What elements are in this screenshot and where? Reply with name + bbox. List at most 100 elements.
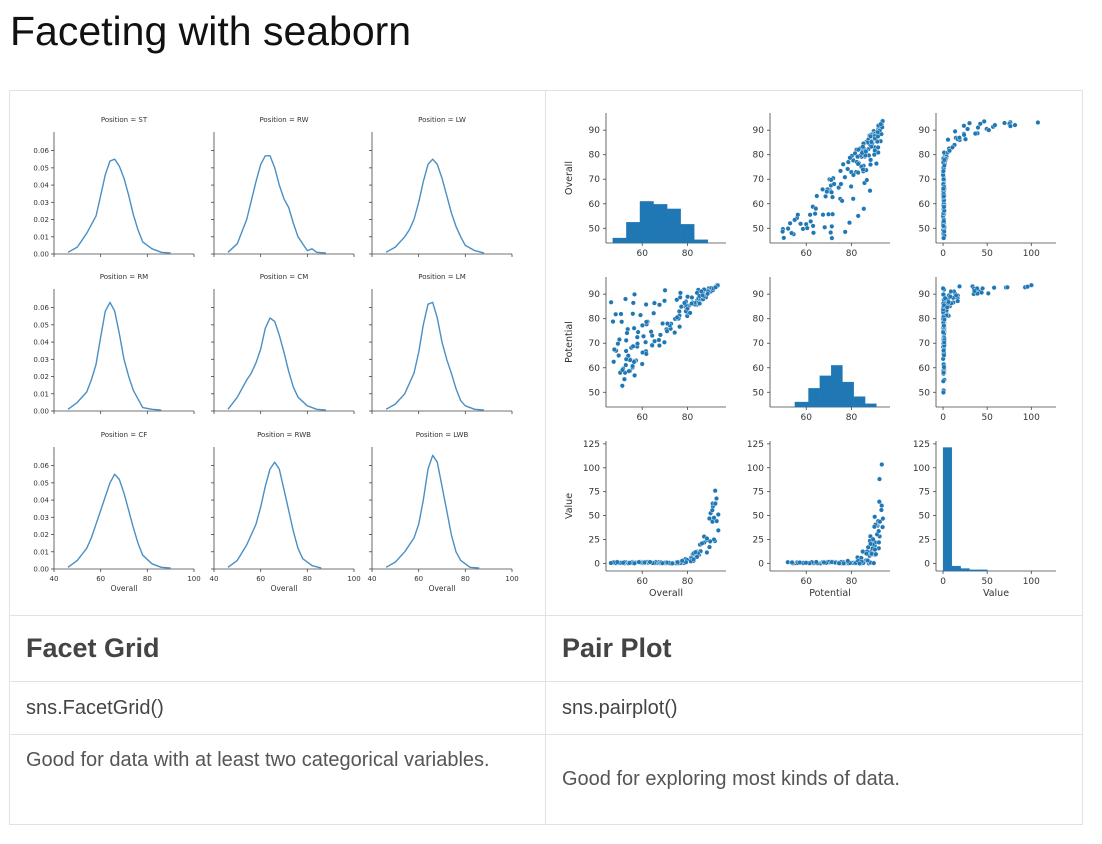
scatter-point	[875, 144, 881, 150]
facet-panel: Position = LWB 40 60 80 100 Overall	[368, 431, 519, 593]
scatter-point	[941, 163, 947, 169]
x-tick-label: 60	[636, 413, 648, 423]
scatter-point	[712, 488, 718, 494]
scatter-point	[945, 137, 951, 143]
panel-title: Position = RM	[100, 273, 148, 281]
scatter-point	[639, 361, 645, 367]
scatter-point	[621, 376, 627, 382]
x-tick-label: 80	[682, 249, 694, 259]
scatter-point	[685, 294, 691, 300]
scatter-point	[643, 351, 649, 357]
y-tick-label: 60	[753, 200, 765, 210]
facet-grid-figure: Position = ST 0.00 0.01 0.02 0.03 0.04 0.05 0.0…	[12, 107, 542, 607]
scatter-point	[623, 362, 629, 368]
scatter-point	[798, 221, 804, 227]
scatter-point	[855, 170, 861, 176]
scatter-point	[611, 359, 617, 365]
y-tick-label: 125	[913, 440, 930, 450]
scatter-point	[940, 329, 946, 335]
pair-plot-description: Good for exploring most kinds of data.	[562, 768, 900, 790]
scatter-point	[875, 134, 881, 140]
scatter-point	[868, 144, 874, 150]
pair-panel: 60 80 0 25 50 75 100 125 Potential	[747, 440, 890, 599]
scatter-point	[949, 144, 955, 150]
scatter-point	[842, 174, 848, 180]
scatter-point	[687, 310, 693, 316]
scatter-point	[1007, 123, 1013, 129]
scatter-point	[979, 290, 985, 296]
y-tick-label: 70	[589, 339, 601, 349]
scatter-point	[864, 177, 870, 183]
column-divider	[545, 91, 546, 824]
scatter-point	[699, 540, 705, 546]
y-tick-label: 90	[753, 290, 765, 300]
scatter-point	[625, 353, 631, 359]
scatter-point	[981, 118, 987, 124]
y-tick-label: 0.01	[33, 548, 49, 556]
scatter-point	[631, 560, 637, 566]
y-tick-label: 0.04	[33, 339, 49, 347]
scatter-point	[715, 527, 721, 533]
x-tick-label: 60	[96, 575, 105, 583]
scatter-point	[838, 181, 844, 187]
scatter-point	[630, 343, 636, 349]
y-tick-label: 0.00	[33, 408, 49, 416]
scatter-point	[624, 330, 630, 336]
pair-panel: 60 80 0 25 50 75 100 125 Overall Value	[564, 440, 726, 599]
scatter-point	[694, 554, 700, 560]
scatter-point	[632, 372, 638, 378]
x-tick-label: 100	[505, 575, 518, 583]
scatter-point	[657, 332, 663, 338]
scatter-point	[789, 230, 795, 236]
x-tick-label: 100	[1023, 249, 1040, 259]
scatter-point	[940, 389, 946, 395]
scatter-point	[876, 528, 882, 534]
y-tick-label: 80	[753, 151, 765, 161]
scatter-point	[619, 367, 625, 373]
scatter-point	[868, 541, 874, 547]
facet-panel: Position = CF 40 60 80 100 0.00 0.01 0.02 0.03 0.…	[33, 431, 200, 593]
scatter-point	[705, 291, 711, 297]
x-tick-label: 40	[50, 575, 59, 583]
facet-panel: Position = RW	[211, 116, 355, 257]
scatter-point	[672, 330, 678, 336]
y-tick-label: 70	[589, 175, 601, 185]
scatter-point	[860, 144, 866, 150]
scatter-point	[940, 223, 946, 229]
scatter-point	[941, 176, 947, 182]
scatter-point	[662, 287, 668, 293]
histogram-bar	[680, 224, 695, 244]
scatter-point	[873, 551, 879, 557]
scatter-point	[845, 558, 851, 564]
scatter-point	[880, 524, 886, 530]
y-tick-label: 50	[589, 224, 601, 234]
scatter-point	[977, 121, 983, 127]
scatter-point	[847, 220, 853, 226]
scatter-point	[941, 364, 947, 370]
y-tick-label: 60	[589, 200, 601, 210]
scatter-point	[963, 136, 969, 142]
scatter-point	[807, 212, 813, 218]
scatter-point	[850, 172, 856, 178]
histogram-bar	[666, 208, 681, 244]
histogram-bar	[942, 447, 953, 572]
scatter-point	[643, 319, 649, 325]
y-tick-label: 0.03	[33, 514, 49, 522]
comparison-table: Position = ST 0.00 0.01 0.02 0.03 0.04 0.05 0.0…	[9, 90, 1083, 825]
scatter-point	[876, 499, 882, 505]
scatter-point	[656, 342, 662, 348]
histogram-bar	[626, 222, 641, 244]
scatter-point	[838, 168, 844, 174]
scatter-point	[712, 284, 718, 290]
scatter-point	[961, 132, 967, 138]
scatter-point	[941, 204, 947, 210]
scatter-point	[647, 559, 653, 565]
y-tick-label: 60	[919, 200, 931, 210]
scatter-point	[870, 536, 876, 542]
scatter-point	[845, 166, 851, 172]
scatter-point	[860, 167, 866, 173]
y-tick-label: 70	[753, 175, 765, 185]
scatter-point	[715, 512, 721, 518]
scatter-point	[713, 496, 719, 502]
scatter-point	[965, 126, 971, 132]
